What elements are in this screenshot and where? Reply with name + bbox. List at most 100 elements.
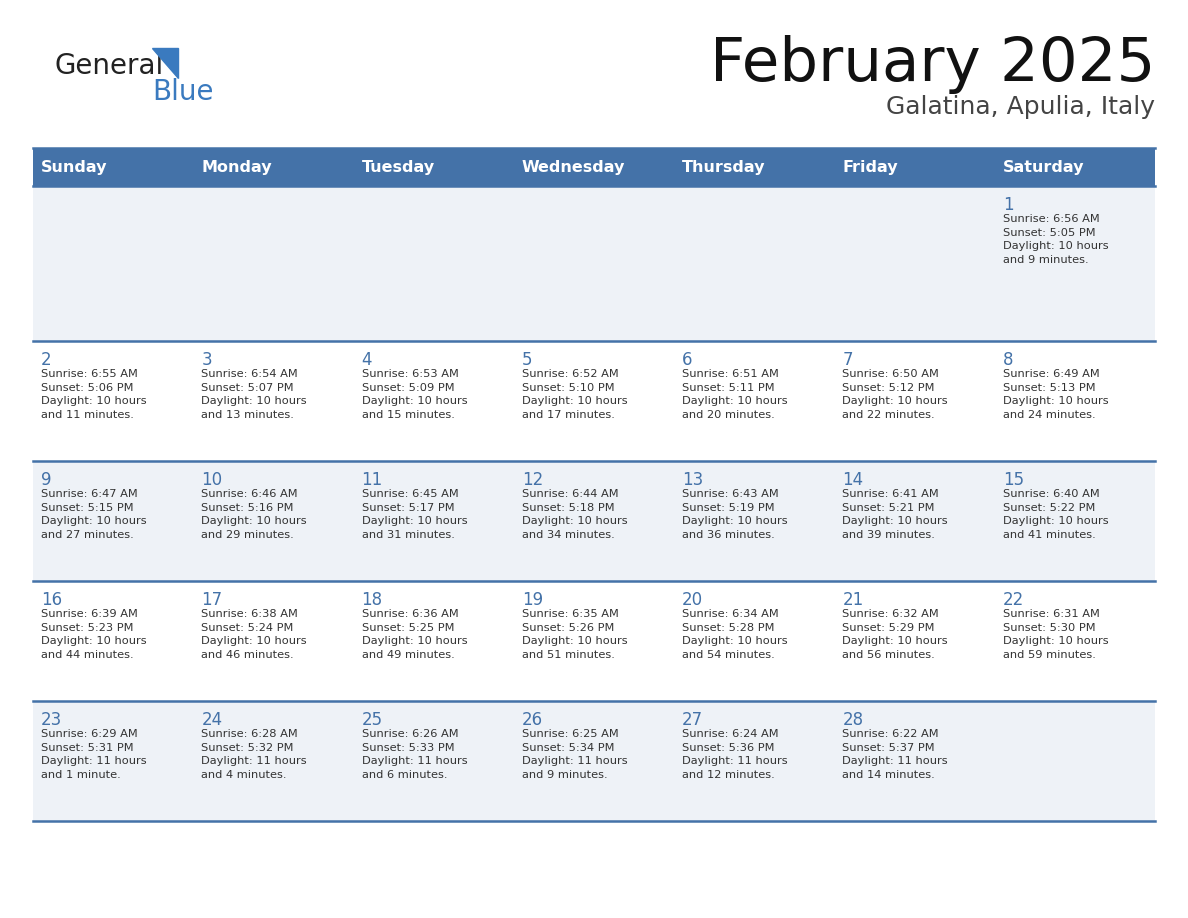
Text: February 2025: February 2025 (709, 35, 1155, 94)
Text: Sunrise: 6:24 AM
Sunset: 5:36 PM
Daylight: 11 hours
and 12 minutes.: Sunrise: 6:24 AM Sunset: 5:36 PM Dayligh… (682, 729, 788, 779)
Text: Wednesday: Wednesday (522, 160, 625, 174)
Bar (514, 581, 674, 701)
Text: 2: 2 (42, 351, 51, 369)
Text: Sunrise: 6:44 AM
Sunset: 5:18 PM
Daylight: 10 hours
and 34 minutes.: Sunrise: 6:44 AM Sunset: 5:18 PM Dayligh… (522, 489, 627, 540)
Text: 22: 22 (1003, 591, 1024, 609)
Text: Sunrise: 6:46 AM
Sunset: 5:16 PM
Daylight: 10 hours
and 29 minutes.: Sunrise: 6:46 AM Sunset: 5:16 PM Dayligh… (201, 489, 307, 540)
Text: 24: 24 (201, 711, 222, 729)
Text: Sunrise: 6:25 AM
Sunset: 5:34 PM
Daylight: 11 hours
and 9 minutes.: Sunrise: 6:25 AM Sunset: 5:34 PM Dayligh… (522, 729, 627, 779)
Polygon shape (152, 48, 178, 78)
Text: Sunrise: 6:34 AM
Sunset: 5:28 PM
Daylight: 10 hours
and 54 minutes.: Sunrise: 6:34 AM Sunset: 5:28 PM Dayligh… (682, 609, 788, 660)
Text: General: General (55, 52, 164, 80)
Bar (33, 341, 194, 461)
Bar (354, 581, 514, 701)
Text: 23: 23 (42, 711, 62, 729)
Text: Sunrise: 6:55 AM
Sunset: 5:06 PM
Daylight: 10 hours
and 11 minutes.: Sunrise: 6:55 AM Sunset: 5:06 PM Dayligh… (42, 369, 146, 420)
Text: Sunrise: 6:40 AM
Sunset: 5:22 PM
Daylight: 10 hours
and 41 minutes.: Sunrise: 6:40 AM Sunset: 5:22 PM Dayligh… (1003, 489, 1108, 540)
Bar (354, 461, 514, 581)
Text: Tuesday: Tuesday (361, 160, 435, 174)
Text: Sunrise: 6:38 AM
Sunset: 5:24 PM
Daylight: 10 hours
and 46 minutes.: Sunrise: 6:38 AM Sunset: 5:24 PM Dayligh… (201, 609, 307, 660)
Text: Sunrise: 6:22 AM
Sunset: 5:37 PM
Daylight: 11 hours
and 14 minutes.: Sunrise: 6:22 AM Sunset: 5:37 PM Dayligh… (842, 729, 948, 779)
Bar (354, 341, 514, 461)
Text: Sunrise: 6:54 AM
Sunset: 5:07 PM
Daylight: 10 hours
and 13 minutes.: Sunrise: 6:54 AM Sunset: 5:07 PM Dayligh… (201, 369, 307, 420)
Text: Sunrise: 6:28 AM
Sunset: 5:32 PM
Daylight: 11 hours
and 4 minutes.: Sunrise: 6:28 AM Sunset: 5:32 PM Dayligh… (201, 729, 307, 779)
Text: Friday: Friday (842, 160, 898, 174)
Text: 27: 27 (682, 711, 703, 729)
Text: Sunrise: 6:41 AM
Sunset: 5:21 PM
Daylight: 10 hours
and 39 minutes.: Sunrise: 6:41 AM Sunset: 5:21 PM Dayligh… (842, 489, 948, 540)
Text: Sunrise: 6:32 AM
Sunset: 5:29 PM
Daylight: 10 hours
and 56 minutes.: Sunrise: 6:32 AM Sunset: 5:29 PM Dayligh… (842, 609, 948, 660)
Text: Sunrise: 6:31 AM
Sunset: 5:30 PM
Daylight: 10 hours
and 59 minutes.: Sunrise: 6:31 AM Sunset: 5:30 PM Dayligh… (1003, 609, 1108, 660)
Bar (194, 701, 354, 821)
Bar (674, 341, 834, 461)
Bar (33, 581, 194, 701)
Text: 15: 15 (1003, 471, 1024, 489)
Text: Sunrise: 6:51 AM
Sunset: 5:11 PM
Daylight: 10 hours
and 20 minutes.: Sunrise: 6:51 AM Sunset: 5:11 PM Dayligh… (682, 369, 788, 420)
Text: Blue: Blue (152, 78, 214, 106)
Text: 12: 12 (522, 471, 543, 489)
Text: 16: 16 (42, 591, 62, 609)
Text: Galatina, Apulia, Italy: Galatina, Apulia, Italy (886, 95, 1155, 119)
Bar (354, 701, 514, 821)
Bar (674, 581, 834, 701)
Bar (354, 148, 514, 186)
Bar (514, 701, 674, 821)
Text: 3: 3 (201, 351, 211, 369)
Bar (834, 581, 994, 701)
Text: Sunrise: 6:56 AM
Sunset: 5:05 PM
Daylight: 10 hours
and 9 minutes.: Sunrise: 6:56 AM Sunset: 5:05 PM Dayligh… (1003, 214, 1108, 264)
Text: 7: 7 (842, 351, 853, 369)
Text: 25: 25 (361, 711, 383, 729)
Bar (194, 581, 354, 701)
Text: Monday: Monday (201, 160, 272, 174)
Text: 6: 6 (682, 351, 693, 369)
Text: Sunrise: 6:39 AM
Sunset: 5:23 PM
Daylight: 10 hours
and 44 minutes.: Sunrise: 6:39 AM Sunset: 5:23 PM Dayligh… (42, 609, 146, 660)
Text: 14: 14 (842, 471, 864, 489)
Text: 4: 4 (361, 351, 372, 369)
Text: Sunrise: 6:26 AM
Sunset: 5:33 PM
Daylight: 11 hours
and 6 minutes.: Sunrise: 6:26 AM Sunset: 5:33 PM Dayligh… (361, 729, 467, 779)
Text: 21: 21 (842, 591, 864, 609)
Bar (834, 341, 994, 461)
Bar (33, 186, 194, 341)
Text: 17: 17 (201, 591, 222, 609)
Bar (994, 461, 1155, 581)
Bar (674, 148, 834, 186)
Text: Sunrise: 6:52 AM
Sunset: 5:10 PM
Daylight: 10 hours
and 17 minutes.: Sunrise: 6:52 AM Sunset: 5:10 PM Dayligh… (522, 369, 627, 420)
Bar (674, 701, 834, 821)
Bar (994, 701, 1155, 821)
Bar (514, 186, 674, 341)
Text: 9: 9 (42, 471, 51, 489)
Bar (834, 186, 994, 341)
Text: Sunrise: 6:47 AM
Sunset: 5:15 PM
Daylight: 10 hours
and 27 minutes.: Sunrise: 6:47 AM Sunset: 5:15 PM Dayligh… (42, 489, 146, 540)
Bar (994, 148, 1155, 186)
Text: 28: 28 (842, 711, 864, 729)
Text: 10: 10 (201, 471, 222, 489)
Bar (514, 461, 674, 581)
Bar (994, 186, 1155, 341)
Bar (33, 461, 194, 581)
Text: 5: 5 (522, 351, 532, 369)
Bar (834, 701, 994, 821)
Text: 1: 1 (1003, 196, 1013, 214)
Text: 26: 26 (522, 711, 543, 729)
Bar (834, 148, 994, 186)
Text: 20: 20 (682, 591, 703, 609)
Bar (194, 148, 354, 186)
Bar (33, 701, 194, 821)
Text: 11: 11 (361, 471, 383, 489)
Text: 8: 8 (1003, 351, 1013, 369)
Text: Sunrise: 6:49 AM
Sunset: 5:13 PM
Daylight: 10 hours
and 24 minutes.: Sunrise: 6:49 AM Sunset: 5:13 PM Dayligh… (1003, 369, 1108, 420)
Bar (194, 186, 354, 341)
Bar (994, 341, 1155, 461)
Text: 18: 18 (361, 591, 383, 609)
Text: Sunrise: 6:53 AM
Sunset: 5:09 PM
Daylight: 10 hours
and 15 minutes.: Sunrise: 6:53 AM Sunset: 5:09 PM Dayligh… (361, 369, 467, 420)
Bar (194, 461, 354, 581)
Text: Sunrise: 6:45 AM
Sunset: 5:17 PM
Daylight: 10 hours
and 31 minutes.: Sunrise: 6:45 AM Sunset: 5:17 PM Dayligh… (361, 489, 467, 540)
Text: Sunday: Sunday (42, 160, 108, 174)
Bar (354, 186, 514, 341)
Text: Sunrise: 6:35 AM
Sunset: 5:26 PM
Daylight: 10 hours
and 51 minutes.: Sunrise: 6:35 AM Sunset: 5:26 PM Dayligh… (522, 609, 627, 660)
Text: 13: 13 (682, 471, 703, 489)
Bar (194, 341, 354, 461)
Bar (514, 341, 674, 461)
Bar (674, 461, 834, 581)
Text: 19: 19 (522, 591, 543, 609)
Bar (33, 148, 194, 186)
